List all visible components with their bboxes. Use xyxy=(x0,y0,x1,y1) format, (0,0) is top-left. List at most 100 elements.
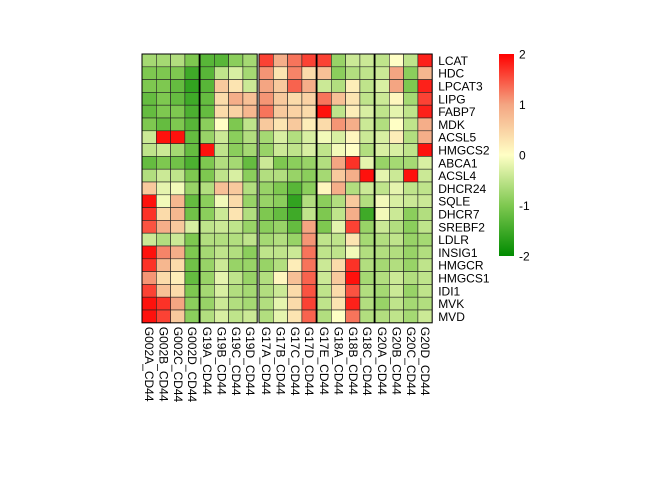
heatmap-cell xyxy=(258,66,274,80)
heatmap-panel-border xyxy=(199,53,258,324)
row-label: ABCA1 xyxy=(438,156,478,170)
heatmap-cell xyxy=(228,258,244,272)
heatmap-cell xyxy=(359,168,375,183)
heatmap-cell xyxy=(287,156,303,170)
heatmap-cell xyxy=(301,104,317,119)
color-legend-bar xyxy=(499,54,514,256)
heatmap-cell xyxy=(330,220,346,234)
heatmap-cell xyxy=(242,220,258,234)
heatmap-cell xyxy=(242,271,258,285)
heatmap-cell xyxy=(184,66,200,80)
heatmap-cell xyxy=(199,53,215,68)
heatmap-cell xyxy=(199,309,215,324)
heatmap-cell xyxy=(403,181,419,196)
heatmap-cell xyxy=(170,258,186,272)
heatmap-cell xyxy=(316,156,332,170)
heatmap-cell xyxy=(228,143,244,157)
heatmap-cell xyxy=(359,258,375,272)
heatmap-cell xyxy=(228,66,244,80)
heatmap-cell xyxy=(141,258,157,272)
column-label: G20A_CD44 xyxy=(375,327,389,395)
heatmap-cell xyxy=(330,168,346,183)
heatmap-cell xyxy=(359,92,375,106)
heatmap-cell xyxy=(272,181,288,196)
heatmap-cell xyxy=(374,104,390,119)
row-label: SREBF2 xyxy=(438,220,485,234)
heatmap-cell xyxy=(359,245,375,260)
row-label: IDI1 xyxy=(438,284,460,298)
heatmap-cell xyxy=(374,271,390,285)
heatmap-cell xyxy=(359,207,375,221)
heatmap-cell xyxy=(214,79,229,93)
heatmap-cell xyxy=(359,130,375,144)
heatmap-cell xyxy=(184,92,200,106)
heatmap-cell xyxy=(403,258,419,272)
heatmap-cell xyxy=(272,194,288,208)
heatmap-cell xyxy=(184,156,200,170)
heatmap-cell xyxy=(242,79,258,93)
heatmap-cell xyxy=(287,53,303,68)
heatmap-cell xyxy=(258,232,274,247)
heatmap-cell xyxy=(258,79,274,93)
row-label: DHCR24 xyxy=(438,182,486,196)
heatmap-cell xyxy=(417,66,433,80)
heatmap-cell xyxy=(403,245,419,260)
heatmap-cell xyxy=(403,296,419,311)
heatmap-cell xyxy=(184,104,200,119)
heatmap-cell xyxy=(345,168,361,183)
heatmap-cell xyxy=(417,309,433,324)
heatmap-cell xyxy=(141,53,157,68)
heatmap-cell xyxy=(316,207,332,221)
heatmap-cell xyxy=(301,232,317,247)
heatmap-cell xyxy=(258,156,274,170)
row-label: LPCAT3 xyxy=(438,80,483,94)
heatmap-cell xyxy=(272,143,288,157)
heatmap-cell xyxy=(359,117,375,132)
heatmap-cell xyxy=(374,66,390,80)
heatmap-cell xyxy=(156,194,171,208)
heatmap-cell xyxy=(316,130,332,144)
heatmap-cell xyxy=(301,156,317,170)
heatmap-cell xyxy=(184,143,200,157)
heatmap-cell xyxy=(228,245,244,260)
heatmap-cell xyxy=(316,232,332,247)
heatmap-cell xyxy=(141,168,157,183)
heatmap-cell xyxy=(258,181,274,196)
heatmap-cell xyxy=(214,66,229,80)
heatmap-cell xyxy=(345,92,361,106)
heatmap-cell xyxy=(170,156,186,170)
heatmap-cell xyxy=(228,220,244,234)
column-labels: G002A_CD44 G002B_CD44 G002C_CD44 G002D_CD44… xyxy=(142,327,432,403)
heatmap-cell xyxy=(374,181,390,196)
heatmap-cell xyxy=(258,194,274,208)
column-label: G002A_CD44 xyxy=(142,327,156,402)
heatmap-cell xyxy=(403,92,419,106)
heatmap-cell xyxy=(316,309,332,324)
heatmap-panel-border xyxy=(258,53,317,324)
heatmap-cell xyxy=(272,245,288,260)
heatmap-cell xyxy=(403,130,419,144)
heatmap-cell xyxy=(388,104,404,119)
heatmap-cell xyxy=(374,168,390,183)
heatmap-cell xyxy=(199,104,215,119)
heatmap-cell xyxy=(170,53,186,68)
heatmap-cell xyxy=(403,220,419,234)
heatmap-cell xyxy=(388,181,404,196)
heatmap-cell xyxy=(170,284,186,298)
heatmap-cell xyxy=(156,143,171,157)
row-label: ACSL5 xyxy=(438,131,476,145)
heatmap-cell xyxy=(345,104,361,119)
column-label: G002C_CD44 xyxy=(171,327,185,403)
heatmap-cell xyxy=(141,156,157,170)
heatmap-cell xyxy=(141,181,157,196)
heatmap-cell xyxy=(345,309,361,324)
heatmap-cell xyxy=(141,271,157,285)
heatmap-cell xyxy=(156,66,171,80)
heatmap-cell xyxy=(258,117,274,132)
heatmap-cell xyxy=(330,309,346,324)
legend-tick-label: -1 xyxy=(519,199,530,213)
heatmap-cell xyxy=(359,220,375,234)
heatmap-cell xyxy=(214,220,229,234)
heatmap-cell xyxy=(141,232,157,247)
heatmap-cell xyxy=(287,181,303,196)
